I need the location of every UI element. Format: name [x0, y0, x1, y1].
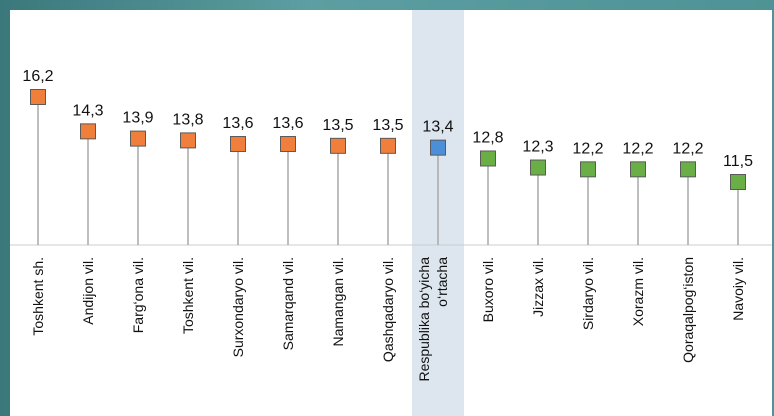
category-label-8: Respublika bo‘yicha o‘rtacha [416, 257, 450, 382]
marker-2 [130, 130, 146, 147]
category-label-14: Navoiy vil. [730, 257, 746, 321]
category-label-10: Jizzax vil. [530, 257, 546, 317]
category-label-2: Farg‘ona vil. [130, 257, 146, 333]
value-label-12: 12,2 [622, 140, 653, 157]
marker-0 [30, 89, 46, 105]
category-label-5: Samarqand vil. [280, 257, 296, 350]
marker-7 [380, 137, 396, 154]
category-label-9: Buxoro vil. [480, 257, 496, 322]
category-label-0: Toshkent sh. [30, 257, 46, 336]
value-label-3: 13,8 [172, 111, 203, 128]
value-label-5: 13,6 [272, 115, 303, 132]
value-label-0: 16,2 [22, 68, 53, 85]
category-label-7: Qashqadaryo vil. [380, 257, 396, 362]
marker-8 [430, 139, 446, 156]
category-label-11: Sirdaryo vil. [580, 257, 596, 330]
chart-panel: 16,2 Toshkent sh. 14,3 Andijon vil. 13,9 Farg… [10, 10, 772, 416]
value-label-2: 13,9 [122, 110, 153, 127]
lollipop-chart: 16,2 Toshkent sh. 14,3 Andijon vil. 13,9 Farg… [10, 10, 772, 416]
category-label-4: Surxondaryo vil. [230, 257, 246, 357]
category-label-13: Qoraqalpog‘iston [680, 257, 696, 363]
value-label-7: 13,5 [372, 117, 403, 134]
category-label-3: Toshkent vil. [180, 257, 196, 334]
marker-10 [530, 159, 546, 176]
marker-11 [580, 161, 596, 178]
marker-1 [80, 123, 96, 140]
value-label-6: 13,5 [322, 117, 353, 134]
category-label-1: Andijon vil. [80, 257, 96, 325]
marker-4 [230, 136, 246, 153]
marker-9 [480, 150, 496, 167]
category-label-6: Namangan vil. [330, 257, 346, 347]
marker-12 [630, 161, 646, 178]
category-label-12: Xorazm vil. [630, 257, 646, 326]
value-label-1: 14,3 [72, 102, 103, 119]
value-label-13: 12,2 [672, 140, 703, 157]
marker-5 [280, 136, 296, 153]
marker-14 [730, 174, 746, 190]
value-label-4: 13,6 [222, 115, 253, 132]
marker-13 [680, 161, 696, 178]
marker-3 [180, 132, 196, 149]
value-label-8: 13,4 [422, 119, 453, 136]
value-label-14: 11,5 [723, 153, 753, 170]
marker-6 [330, 137, 346, 154]
value-label-9: 12,8 [472, 129, 503, 146]
value-label-10: 12,3 [522, 139, 553, 156]
value-label-11: 12,2 [572, 140, 603, 157]
